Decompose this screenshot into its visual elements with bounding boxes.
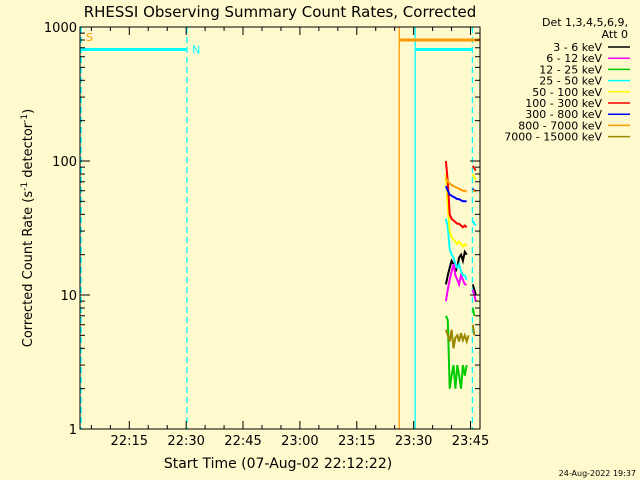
series-line xyxy=(444,185,467,203)
series-line xyxy=(444,329,470,349)
series-line xyxy=(471,284,477,296)
legend-header: Att 0 xyxy=(602,28,628,41)
x-tick-label: 23:00 xyxy=(281,434,318,449)
series-line xyxy=(471,324,476,336)
y-tick-label: 1000 xyxy=(44,21,77,36)
series-line xyxy=(444,249,468,285)
legend-entry-label: 12 - 25 keV xyxy=(539,63,602,76)
x-tick-label: 23:30 xyxy=(395,434,432,449)
series-line xyxy=(472,189,477,193)
markers-layer xyxy=(80,27,474,429)
series-line xyxy=(444,160,468,229)
legend-entry-label: 50 - 100 keV xyxy=(532,86,602,99)
flag-label: S xyxy=(86,31,93,44)
y-axis-label: Corrected Count Rate (s-1 detector-1) xyxy=(20,109,36,347)
y-axis-label-part: -1 xyxy=(20,182,30,191)
legend-entry-label: 25 - 50 keV xyxy=(539,75,602,88)
y-axis-label-part: -1 xyxy=(20,114,30,123)
legend-entry-label: 100 - 300 keV xyxy=(525,97,602,110)
series-line xyxy=(444,315,468,389)
flag-label: N xyxy=(192,43,200,56)
y-axis-label-part: detector xyxy=(21,122,36,182)
x-tick-label: 22:30 xyxy=(167,434,204,449)
series-line xyxy=(444,177,468,193)
x-tick-label: 23:45 xyxy=(452,434,489,449)
y-tick-label: 10 xyxy=(60,289,77,304)
x-tick-label: 22:45 xyxy=(224,434,261,449)
y-tick-label: 100 xyxy=(52,155,77,170)
x-tick-label: 23:15 xyxy=(338,434,375,449)
series-line xyxy=(444,173,468,249)
series-line xyxy=(471,307,476,316)
series-line xyxy=(471,220,477,227)
axes-layer: 22:15 22:30 22:45 23:00 23:15 23:30 23:45 1 10 10… xyxy=(44,21,489,449)
legend-entry-label: 7000 - 15000 keV xyxy=(504,131,602,144)
legend-header: Det 1,3,4,5,6,9, xyxy=(542,16,628,29)
series-line xyxy=(471,173,477,181)
plot-frame xyxy=(79,26,481,430)
series-line xyxy=(444,263,467,302)
y-tick-label: 1 xyxy=(69,423,77,438)
x-axis-label: Start Time (07-Aug-02 22:12:22) xyxy=(164,456,392,472)
legend-entry-label: 800 - 7000 keV xyxy=(518,119,602,132)
chart-title: RHESSI Observing Summary Count Rates, Co… xyxy=(84,3,477,21)
y-axis-label-part: Corrected Count Rate (s xyxy=(21,191,36,348)
series-line xyxy=(471,165,477,172)
legend-entry-label: 3 - 6 keV xyxy=(553,41,602,54)
y-axis-label-part: ) xyxy=(21,109,36,114)
legend-entry-label: 300 - 800 keV xyxy=(525,108,602,121)
series-layer xyxy=(444,160,477,389)
flags-layer: SN xyxy=(80,31,480,56)
series-line xyxy=(444,218,468,281)
legend-entry-label: 6 - 12 keV xyxy=(546,52,602,65)
footer-timestamp: 24-Aug-2022 19:37 xyxy=(559,469,636,478)
x-tick-label: 22:15 xyxy=(111,434,148,449)
